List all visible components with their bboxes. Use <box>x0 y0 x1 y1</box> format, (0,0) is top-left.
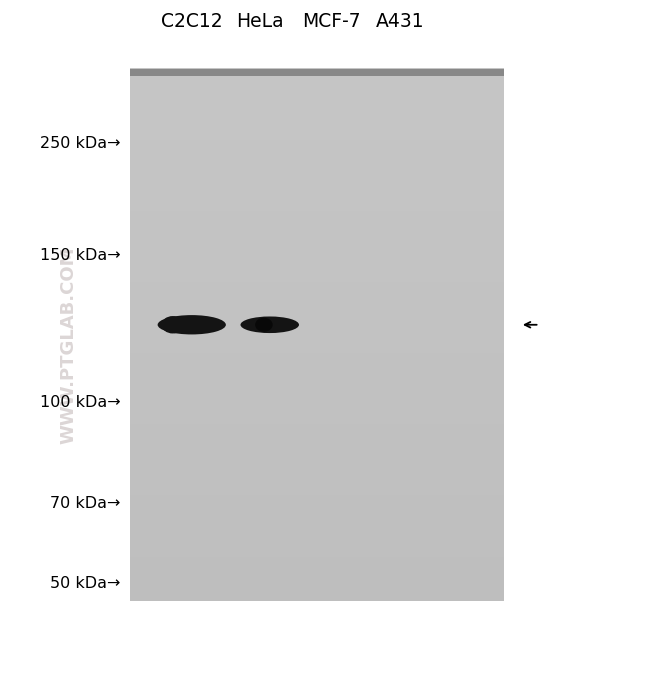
Text: 250 kDa→: 250 kDa→ <box>40 136 120 151</box>
Bar <box>130 140 504 149</box>
Bar <box>130 246 504 255</box>
Ellipse shape <box>251 319 289 330</box>
Ellipse shape <box>255 318 272 332</box>
Bar <box>130 69 504 76</box>
Bar <box>130 574 504 583</box>
Bar <box>130 308 504 317</box>
Bar <box>130 193 504 202</box>
Text: WWW.PTGLAB.COM: WWW.PTGLAB.COM <box>59 247 77 444</box>
Bar <box>130 272 504 282</box>
Bar <box>130 556 504 566</box>
Bar <box>130 210 504 220</box>
Bar <box>130 237 504 247</box>
Bar <box>130 406 504 415</box>
Bar <box>130 538 504 548</box>
Bar <box>130 565 504 575</box>
Text: 70 kDa→: 70 kDa→ <box>50 495 120 511</box>
Bar <box>130 415 504 424</box>
Text: MCF-7: MCF-7 <box>302 12 361 31</box>
Bar <box>130 512 504 521</box>
Bar <box>130 219 504 229</box>
Bar <box>130 397 504 406</box>
Bar <box>130 370 504 379</box>
Text: A431: A431 <box>376 12 424 31</box>
Bar <box>130 113 504 122</box>
Bar <box>130 316 504 326</box>
Ellipse shape <box>240 316 299 333</box>
Ellipse shape <box>162 316 183 334</box>
Text: 50 kDa→: 50 kDa→ <box>50 576 120 591</box>
Bar <box>130 95 504 104</box>
Bar <box>130 388 504 397</box>
Bar <box>130 591 504 601</box>
Bar <box>130 423 504 433</box>
Text: 100 kDa→: 100 kDa→ <box>40 395 120 410</box>
Ellipse shape <box>157 315 226 334</box>
Text: HeLa: HeLa <box>236 12 284 31</box>
Bar <box>130 131 504 140</box>
Bar <box>130 503 504 513</box>
Ellipse shape <box>170 319 214 331</box>
Bar <box>130 68 504 78</box>
Bar <box>130 583 504 592</box>
Bar <box>130 334 504 344</box>
Bar <box>130 175 504 184</box>
Bar <box>130 104 504 113</box>
Bar <box>130 263 504 273</box>
Bar <box>130 485 504 495</box>
Ellipse shape <box>245 318 294 332</box>
Text: C2C12: C2C12 <box>161 12 222 31</box>
Bar <box>130 77 504 87</box>
Bar <box>130 299 504 308</box>
Bar <box>130 468 504 477</box>
Bar <box>130 281 504 291</box>
Bar <box>130 547 504 557</box>
Bar <box>130 157 504 167</box>
Bar <box>130 166 504 176</box>
Bar <box>130 441 504 451</box>
Bar <box>130 379 504 388</box>
Bar <box>130 86 504 96</box>
Bar <box>130 476 504 486</box>
Bar <box>130 450 504 460</box>
Bar <box>130 494 504 504</box>
Bar <box>130 459 504 468</box>
Bar <box>130 361 504 370</box>
Bar <box>130 255 504 264</box>
Text: 150 kDa→: 150 kDa→ <box>40 248 120 263</box>
Bar <box>130 529 504 539</box>
Bar <box>130 148 504 158</box>
Bar <box>130 343 504 353</box>
Bar <box>130 122 504 131</box>
Bar <box>130 202 504 211</box>
Bar <box>130 228 504 238</box>
Bar <box>130 521 504 530</box>
Bar <box>130 290 504 300</box>
Bar <box>130 184 504 193</box>
Ellipse shape <box>162 316 221 333</box>
Bar <box>130 352 504 362</box>
Bar <box>130 325 504 335</box>
Bar <box>130 432 504 442</box>
